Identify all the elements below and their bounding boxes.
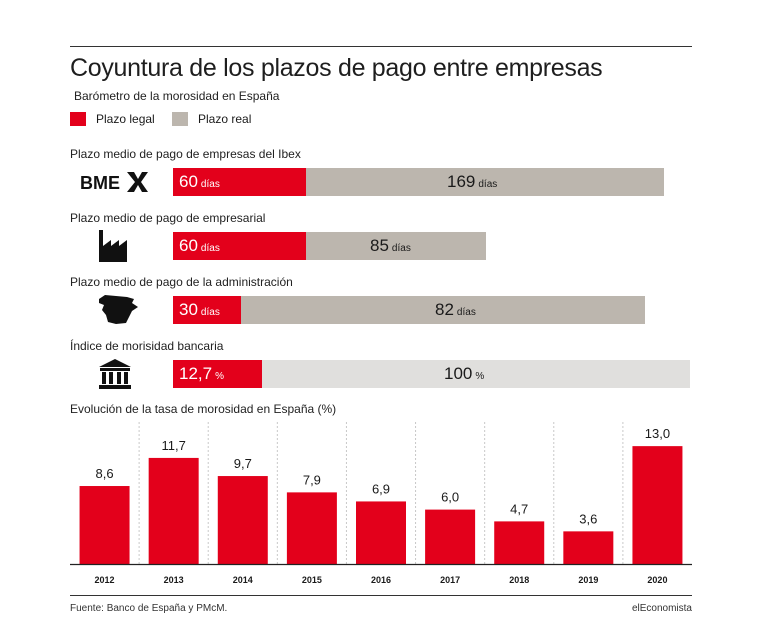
x-tick-2013: 2013 (164, 575, 184, 585)
data-label-2014: 9,7 (234, 456, 252, 471)
morosidad-bar-chart: 8,6 2012 11,7 2013 9,7 2014 7,9 2015 6,9 2016 6,0 2… (70, 422, 692, 585)
data-label-2018: 4,7 (510, 501, 528, 516)
data-label-2013: 11,7 (161, 438, 185, 453)
legend-label-real: Plazo real (198, 112, 252, 126)
bank-icon (98, 358, 132, 395)
bar-2017 (425, 509, 476, 564)
bme-logo-icon: BME (80, 170, 148, 199)
hbar-ibex-legal (173, 168, 306, 196)
hbar-ibex: 60 días 169 días (173, 168, 664, 196)
hbar-ibex-real-label: 169 días (447, 172, 498, 191)
factory-icon (95, 226, 133, 269)
x-tick-2017: 2017 (440, 575, 460, 585)
hbar-administracion-legal (173, 296, 241, 324)
legend-label-legal: Plazo legal (96, 112, 155, 126)
bottom-rule (70, 595, 692, 596)
brand-label: elEconomista (631, 603, 692, 614)
hbar-empresarial: 60 días 85 días (173, 232, 486, 260)
hbar-administracion: 30 días 82 días (173, 296, 645, 324)
hbar-empresarial-real-label: 85 días (370, 236, 411, 255)
x-tick-2016: 2016 (371, 575, 391, 585)
x-tick-2020: 2020 (647, 575, 667, 585)
x-tick-2019: 2019 (578, 575, 598, 585)
legend-swatch-legal (70, 112, 86, 126)
spain-map-icon (96, 293, 142, 332)
data-label-2012: 8,6 (96, 466, 114, 481)
page-subtitle: Barómetro de la morosidad en España (74, 89, 280, 103)
bar-2018 (494, 521, 545, 564)
hbar-empresarial-legal-label: 60 días (179, 236, 220, 255)
bar-2019 (563, 531, 614, 564)
x-tick-2015: 2015 (302, 575, 322, 585)
hbar-banca-real-label: 100% (444, 364, 485, 383)
data-label-2019: 3,6 (579, 511, 597, 526)
hbar-administracion-real-label: 82 días (435, 300, 476, 319)
legend-item-real: Plazo real (172, 112, 251, 126)
section-label-banca: Índice de morisidad bancaria (70, 339, 224, 353)
x-tick-2014: 2014 (233, 575, 253, 585)
hbar-banca-legal (173, 360, 262, 388)
chart-title: Evolución de la tasa de morosidad en Esp… (70, 402, 337, 416)
section-label-administracion: Plazo medio de pago de la administración (70, 275, 293, 289)
x-tick-2012: 2012 (95, 575, 115, 585)
top-rule (70, 46, 692, 47)
page-title: Coyuntura de los plazos de pago entre em… (70, 54, 603, 82)
x-tick-2018: 2018 (509, 575, 529, 585)
bar-2014 (217, 476, 268, 564)
bar-2012 (79, 486, 130, 564)
legend-swatch-real (172, 112, 188, 126)
section-label-empresarial: Plazo medio de pago de empresarial (70, 211, 266, 225)
data-label-2016: 6,9 (372, 481, 390, 496)
bar-2016 (356, 501, 406, 564)
bar-2015 (286, 492, 337, 564)
hbar-banca: 12,7% 100% (173, 360, 690, 388)
section-label-ibex: Plazo medio de pago de empresas del Ibex (70, 147, 301, 161)
bar-2013 (148, 457, 199, 564)
hbar-ibex-legal-label: 60 días (179, 172, 220, 191)
source-note: Fuente: Banco de España y PMcM. (70, 603, 228, 614)
data-label-2020: 13,0 (645, 426, 670, 441)
legend-item-legal: Plazo legal (70, 112, 155, 126)
hbar-banca-legal-label: 12,7% (179, 364, 224, 383)
bar-2020 (632, 446, 683, 564)
data-label-2015: 7,9 (303, 472, 321, 487)
bme-logo-text: BME (80, 173, 120, 193)
hbar-empresarial-legal (173, 232, 306, 260)
data-label-2017: 6,0 (441, 490, 459, 505)
hbar-administracion-legal-label: 30 días (179, 300, 220, 319)
